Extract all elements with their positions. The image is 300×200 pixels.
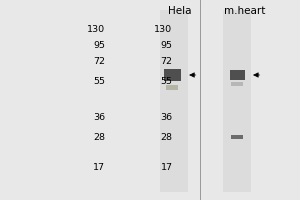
Bar — [167, 85, 178, 90]
Text: 55: 55 — [160, 77, 172, 86]
Bar — [223, 10, 251, 192]
Text: 36: 36 — [160, 112, 172, 121]
Text: 95: 95 — [160, 40, 172, 49]
Bar — [230, 70, 244, 80]
Bar — [231, 135, 243, 139]
Text: 28: 28 — [160, 134, 172, 142]
Bar — [164, 70, 181, 80]
Text: 130: 130 — [87, 24, 105, 33]
Text: 17: 17 — [160, 164, 172, 172]
Bar — [160, 10, 188, 192]
Text: 72: 72 — [160, 56, 172, 66]
Text: Hela: Hela — [168, 6, 192, 16]
Text: 95: 95 — [93, 40, 105, 49]
Text: m.heart: m.heart — [224, 6, 265, 16]
Bar — [231, 82, 243, 86]
Text: 72: 72 — [93, 56, 105, 66]
Text: 28: 28 — [93, 134, 105, 142]
Text: 36: 36 — [93, 112, 105, 121]
Text: 17: 17 — [93, 164, 105, 172]
Text: 130: 130 — [154, 24, 172, 33]
Text: 55: 55 — [93, 77, 105, 86]
